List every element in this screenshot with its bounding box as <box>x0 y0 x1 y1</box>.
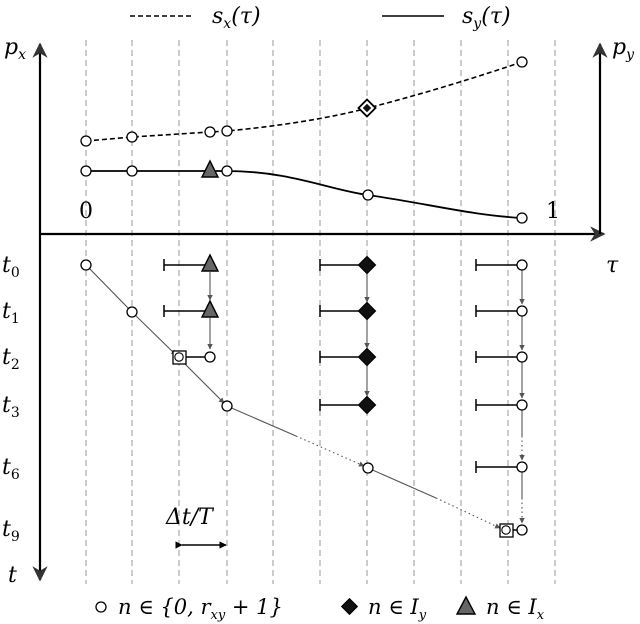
px-axis-label: px <box>4 35 26 63</box>
trajectory-node <box>174 352 184 362</box>
sx-marker <box>221 125 233 137</box>
trajectory-node <box>221 400 233 412</box>
t-axis-label: t <box>8 563 17 588</box>
column-node <box>516 351 528 363</box>
delta-label: Δt/T <box>165 505 215 530</box>
trajectory-segment <box>85 264 133 313</box>
column-node <box>204 351 216 363</box>
column-node <box>516 461 528 473</box>
trajectory-segment <box>131 311 177 356</box>
column-end <box>475 259 528 536</box>
trajectory-segment-dotted <box>435 497 501 529</box>
legend-sx-label: sx(τ) <box>212 4 261 32</box>
diamond-marker <box>357 395 377 415</box>
sy-marker <box>362 189 374 201</box>
sx-marker <box>516 56 528 68</box>
trajectory-node <box>126 306 138 318</box>
trajectory-segment <box>183 362 225 404</box>
delta-annotation: Δt/T <box>165 505 227 549</box>
time-row-label: t6 <box>2 455 20 483</box>
sx-marker <box>126 131 138 143</box>
column-node <box>516 259 528 271</box>
legend-diamond-label: n ∈ Iy <box>368 595 427 623</box>
legend-triangle-icon <box>455 595 477 615</box>
legend-circle-label: n ∈ {0, rxy + 1} <box>118 595 283 623</box>
py-axis-label: py <box>612 35 635 63</box>
sy-marker <box>80 165 92 177</box>
legend-circle-icon <box>95 601 107 613</box>
tau-tick-zero: 0 <box>79 199 93 224</box>
diamond-marker <box>357 255 377 275</box>
sy-marker <box>126 165 138 177</box>
sx-marker <box>80 135 92 147</box>
column-node <box>516 399 528 411</box>
axes <box>32 42 608 582</box>
triangle-marker <box>200 253 220 272</box>
trajectory-path <box>80 259 514 538</box>
trajectory-node <box>362 462 374 474</box>
time-row-labels: t0 t1 t2 t3 t6 t9 <box>2 253 20 545</box>
column-iy <box>319 255 377 415</box>
trajectory-node <box>501 525 511 535</box>
sy-marker <box>516 212 528 224</box>
column-ix <box>163 253 220 363</box>
column-node <box>516 524 528 536</box>
legend-top: sx(τ) sy(τ) <box>130 4 511 32</box>
curve-markers <box>80 56 528 224</box>
triangle-marker <box>200 299 220 318</box>
time-row-label: t9 <box>2 517 20 545</box>
sy-curve <box>86 170 523 219</box>
trajectory-segment <box>367 467 437 499</box>
diamond-marker <box>357 301 377 321</box>
time-row-label: t2 <box>2 345 20 373</box>
column-node <box>516 305 528 317</box>
time-row-label: t1 <box>2 299 20 327</box>
sx-curve <box>85 61 523 142</box>
legend-bottom: n ∈ {0, rxy + 1} n ∈ Iy n ∈ Ix <box>95 595 545 623</box>
sx-diamond-inner <box>362 103 372 113</box>
tau-axis-label: τ <box>606 253 619 278</box>
trajectory-segment-dotted <box>295 435 365 467</box>
trajectory-segment <box>226 405 297 437</box>
diamond-marker <box>357 347 377 367</box>
legend-triangle-label: n ∈ Ix <box>486 595 545 623</box>
trajectory-node <box>80 259 92 271</box>
sy-marker <box>221 165 233 177</box>
sx-marker <box>204 126 216 138</box>
legend-sy-label: sy(τ) <box>462 4 511 32</box>
legend-diamond-icon <box>340 597 359 616</box>
sy-triangle-marker <box>200 159 220 178</box>
tau-tick-one: 1 <box>546 199 560 224</box>
time-row-label: t0 <box>2 253 20 281</box>
time-row-label: t3 <box>2 393 20 421</box>
